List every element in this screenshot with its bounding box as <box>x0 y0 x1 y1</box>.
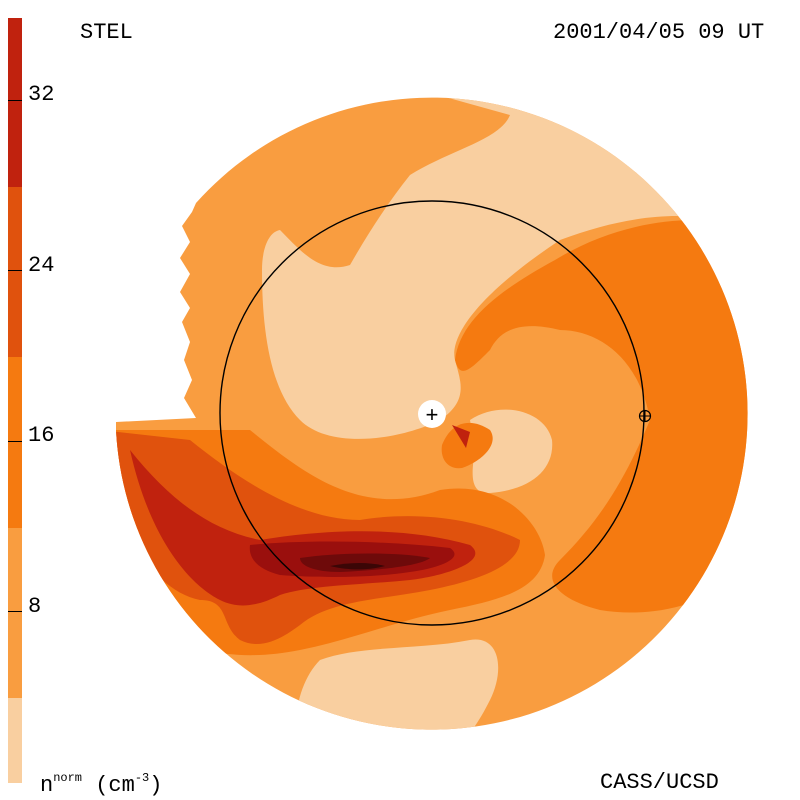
colorbar-segment-0 <box>8 698 22 783</box>
quantity-unit-close: ) <box>149 773 163 798</box>
density-inner-spike <box>452 425 470 448</box>
credit-label: CASS/UCSD <box>600 770 719 795</box>
colorbar-tick-32 <box>8 100 22 101</box>
quantity-unit-sup: -3 <box>134 771 150 785</box>
colorbar-tick-label-32: 32 <box>28 82 55 107</box>
quantity-label: nnorm (cm-3) <box>40 772 162 797</box>
density-low-region-center <box>470 409 553 494</box>
colorbar-tick-label-8: 8 <box>28 594 42 619</box>
colorbar-segment-4 <box>8 18 22 187</box>
colorbar-tick-16 <box>8 441 22 442</box>
colorbar-tick-label-16: 16 <box>28 423 55 448</box>
observatory-label: STEL <box>80 20 133 45</box>
earth-orbit-circle <box>219 200 645 626</box>
density-peak-region-core <box>330 563 385 570</box>
colorbar <box>8 18 22 783</box>
colorbar-tick-label-24: 24 <box>28 253 55 278</box>
sun-marker <box>418 400 446 428</box>
density-low-region-north <box>262 97 748 439</box>
sun-symbol: + <box>425 404 438 429</box>
quantity-base: n <box>40 773 54 798</box>
density-peak-region-inner <box>300 553 430 572</box>
colorbar-tick-24 <box>8 270 22 271</box>
density-mid-region-core <box>441 422 493 469</box>
density-mid-region-east <box>455 220 748 613</box>
colorbar-tick-8 <box>8 611 22 612</box>
quantity-unit-open: (cm <box>82 773 135 798</box>
colorbar-segment-3 <box>8 186 22 357</box>
colorbar-segment-2 <box>8 357 22 528</box>
timestamp-label: 2001/04/05 09 UT <box>553 20 765 45</box>
colorbar-segment-1 <box>8 527 22 698</box>
quantity-sup: norm <box>53 771 83 785</box>
